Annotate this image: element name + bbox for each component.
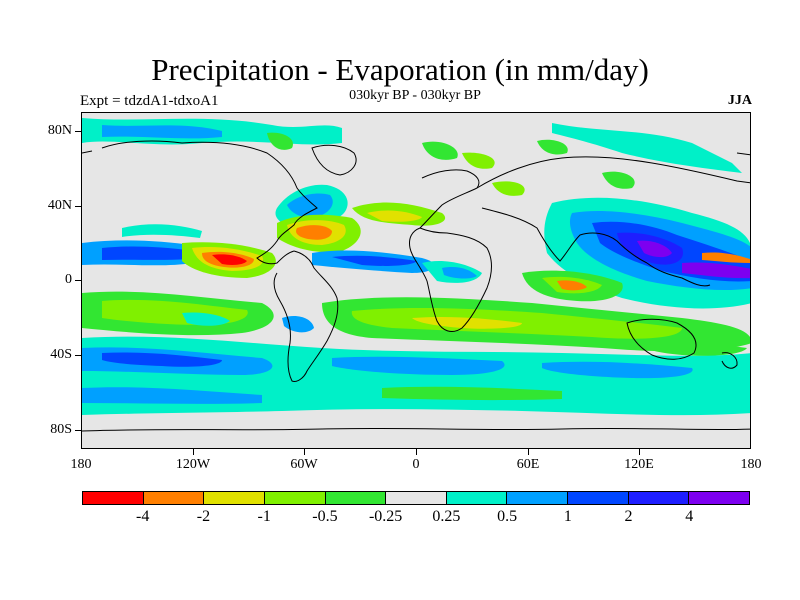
experiment-label: Expt = tdzdA1-tdxoA1 (80, 93, 219, 109)
north-atlantic-feature (275, 184, 446, 253)
northern-storm-track (82, 118, 742, 173)
colorbar-swatch (446, 492, 508, 504)
colorbar-label: -0.25 (368, 508, 403, 525)
lat-label-0: 0 (65, 272, 72, 287)
lat-tick (75, 131, 81, 132)
colorbar-swatch (264, 492, 326, 504)
map-plot-area (81, 112, 751, 449)
lon-tick (193, 449, 194, 455)
lat-tick (75, 280, 81, 281)
colorbar-swatch (204, 492, 265, 504)
lon-tick (528, 449, 529, 455)
colorbar-label: 2 (624, 508, 633, 525)
lon-tick (304, 449, 305, 455)
lat-label-80s: 80S (50, 422, 72, 437)
colorbar-label: -0.5 (312, 508, 338, 525)
colorbar-swatch (507, 492, 569, 504)
colorbar-label: 0.25 (432, 508, 461, 525)
lon-label-180w: 180 (70, 457, 92, 472)
map-title: Precipitation - Evaporation (in mm/day) (151, 52, 649, 87)
lat-tick (75, 430, 81, 431)
lon-label-60w: 60W (290, 457, 318, 472)
colorbar-swatch (568, 492, 629, 504)
southern-storm-track (82, 336, 750, 416)
atlantic-itcz (312, 250, 482, 283)
indian-ocean-feature (522, 270, 623, 302)
colorbar-swatch (628, 492, 690, 504)
colorbar-swatch (143, 492, 205, 504)
coastlines (82, 140, 750, 432)
lon-label-120e: 120E (624, 457, 654, 472)
southern-subtropics (82, 291, 750, 352)
colorbar (82, 491, 750, 505)
lon-tick (416, 449, 417, 455)
colorbar-label: -4 (136, 508, 150, 525)
precip-evap-field (82, 118, 750, 432)
colorbar-swatch (83, 492, 144, 504)
colorbar-swatch (325, 492, 387, 504)
colorbar-swatch (689, 492, 750, 504)
pacific-itcz (82, 224, 276, 278)
colorbar-label: 0.5 (497, 508, 518, 525)
lat-label-40n: 40N (47, 198, 72, 213)
colorbar-label: 4 (685, 508, 694, 525)
lon-label-180e: 180 (740, 457, 762, 472)
colorbar-swatch (386, 492, 447, 504)
colorbar-label: 1 (563, 508, 572, 525)
colorbar-label: -1 (257, 508, 271, 525)
lon-tick (639, 449, 640, 455)
northern-green-patches (267, 132, 635, 196)
lat-label-40s: 40S (50, 347, 72, 362)
lat-label-80n: 80N (47, 123, 72, 138)
season-label: JJA (727, 93, 752, 108)
lon-label-0: 0 (412, 457, 420, 472)
lon-label-120w: 120W (175, 457, 211, 472)
lon-label-60e: 60E (516, 457, 540, 472)
lat-tick (75, 206, 81, 207)
map-subtitle: 030kyr BP - 030kyr BP (349, 88, 481, 103)
colorbar-label: -2 (196, 508, 211, 525)
lat-tick (75, 355, 81, 356)
